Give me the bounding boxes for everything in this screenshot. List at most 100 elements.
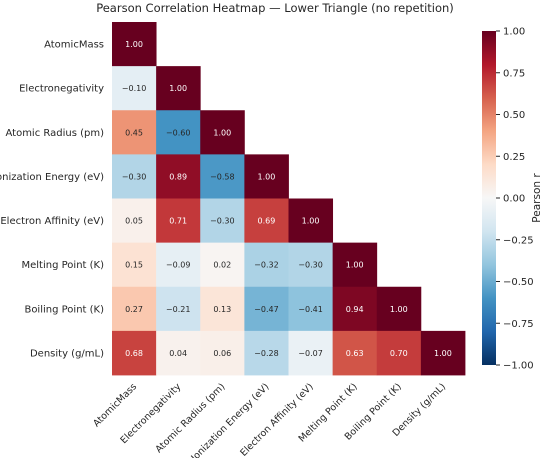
cell-value-label: 1.00: [169, 84, 187, 93]
heatmap-cell: [332, 286, 378, 332]
heatmap-cell: [244, 286, 289, 332]
cell-value-label: 1.00: [258, 172, 276, 181]
row-label: Atomic Radius (pm): [5, 128, 104, 139]
colorbar-tick-label: 0.50: [503, 110, 525, 121]
row-labels: AtomicMass Electronegativity Atomic Radius…: [0, 40, 104, 360]
cell-value-label: −0.21: [166, 305, 191, 314]
heatmap-cell: [112, 110, 157, 155]
cell-value-label: −0.41: [298, 305, 323, 314]
cell-value-label: 0.04: [169, 349, 187, 358]
cell-value-label: 0.27: [125, 305, 143, 314]
column-label: AtomicMass: [91, 381, 139, 429]
heatmap-cell: [288, 198, 334, 244]
cell-value-label: −0.30: [122, 172, 147, 181]
cell-value-label: −0.30: [298, 261, 323, 270]
heatmap-cell: [112, 286, 157, 332]
cell-value-label: 0.06: [213, 349, 231, 358]
colorbar-tick-label: −0.25: [503, 235, 534, 246]
heatmap-cell: [112, 154, 157, 199]
cell-value-label: −0.32: [254, 261, 279, 270]
cell-value-label: 0.45: [125, 128, 143, 137]
heatmap-cell: [288, 330, 334, 376]
chart-title: Pearson Correlation Heatmap — Lower Tria…: [96, 1, 454, 15]
colorbar-tick-label: −0.50: [503, 277, 534, 288]
row-label: Electronegativity: [19, 84, 104, 95]
heatmap-cell: [244, 242, 289, 288]
heatmap-cell: [156, 198, 201, 244]
cell-value-label: 1.00: [434, 349, 452, 358]
row-label: Melting Point (K): [22, 260, 105, 271]
cell-value-label: −0.07: [298, 349, 323, 358]
heatmap-cell: [332, 242, 378, 288]
colorbar-tick-label: 0.00: [503, 194, 525, 205]
heatmap-cell: [200, 242, 245, 288]
colorbar-tick-label: 1.00: [503, 27, 525, 38]
heatmap-cell: [156, 242, 201, 288]
cell-value-label: 1.00: [125, 40, 143, 49]
colorbar-label: Pearson r: [531, 173, 543, 223]
row-label: Density (g/mL): [30, 348, 104, 359]
heatmap-cell: [200, 286, 245, 332]
cell-value-label: 0.70: [390, 349, 408, 358]
cell-value-label: 0.63: [346, 349, 364, 358]
column-label: Ionization Energy (eV): [189, 381, 271, 458]
colorbar-tick-label: −0.75: [503, 319, 534, 330]
cell-value-label: 0.15: [125, 261, 143, 270]
cell-value-label: 1.00: [390, 305, 408, 314]
cell-value-label: 0.71: [169, 217, 187, 226]
cell-value-label: −0.30: [210, 217, 235, 226]
heatmap-cell: [112, 198, 157, 244]
cell-value-label: 0.94: [346, 305, 364, 314]
colorbar: [482, 31, 496, 365]
heatmap-cell: [112, 22, 157, 67]
cell-value-label: −0.58: [210, 172, 235, 181]
cell-value-label: 0.02: [213, 261, 231, 270]
cell-value-label: 1.00: [346, 261, 364, 270]
heatmap-cell: [156, 66, 201, 111]
heatmap-cells: 1.00 −0.10 1.00 0.45 −0.60 1.00 −0.30 0.89 −0.58…: [112, 22, 466, 376]
cell-value-label: 0.89: [169, 172, 187, 181]
heatmap-cell: [288, 286, 334, 332]
heatmap-cell: [376, 286, 422, 332]
heatmap-cell: [200, 330, 245, 376]
heatmap-cell: [200, 198, 245, 244]
heatmap-cell: [244, 330, 289, 376]
column-label: Electron Affinity (eV): [238, 381, 315, 458]
row-label: Electron Affinity (eV): [0, 216, 104, 227]
cell-value-label: −0.09: [166, 261, 191, 270]
heatmap-cell: [288, 242, 334, 288]
heatmap-cell: [244, 198, 289, 244]
cell-value-label: 0.05: [125, 217, 143, 226]
heatmap-cell: [112, 66, 157, 111]
cell-value-label: −0.60: [166, 128, 191, 137]
cell-value-label: 0.69: [258, 217, 276, 226]
cell-value-label: −0.10: [122, 84, 147, 93]
row-label: Ionization Energy (eV): [0, 172, 104, 183]
cell-value-label: 0.68: [125, 349, 143, 358]
heatmap-cell: [156, 330, 201, 376]
cell-value-label: −0.28: [254, 349, 279, 358]
colorbar-tick-label: 0.75: [503, 68, 525, 79]
colorbar-tick-label: 0.25: [503, 152, 525, 163]
heatmap-cell: [200, 110, 245, 155]
heatmap-cell: [244, 154, 289, 199]
cell-value-label: −0.47: [254, 305, 279, 314]
heatmap-cell: [200, 154, 245, 199]
heatmap-cell: [376, 330, 422, 376]
heatmap-cell: [420, 330, 466, 376]
heatmap-cell: [156, 110, 201, 155]
heatmap-cell: [112, 242, 157, 288]
cell-value-label: 1.00: [213, 128, 231, 137]
colorbar-tick-label: −1.00: [503, 361, 534, 372]
cell-value-label: 0.13: [213, 305, 231, 314]
cell-value-label: 1.00: [302, 217, 320, 226]
heatmap-cell: [156, 154, 201, 199]
colorbar-ticks: 1.00 0.75 0.50 0.25 0.00 −0.25 −0.50 −0.75 −1.00: [496, 27, 534, 372]
row-label: Boiling Point (K): [24, 304, 104, 315]
heatmap-cell: [112, 330, 157, 376]
row-label: AtomicMass: [44, 40, 104, 51]
heatmap-cell: [332, 330, 378, 376]
heatmap-cell: [156, 286, 201, 332]
